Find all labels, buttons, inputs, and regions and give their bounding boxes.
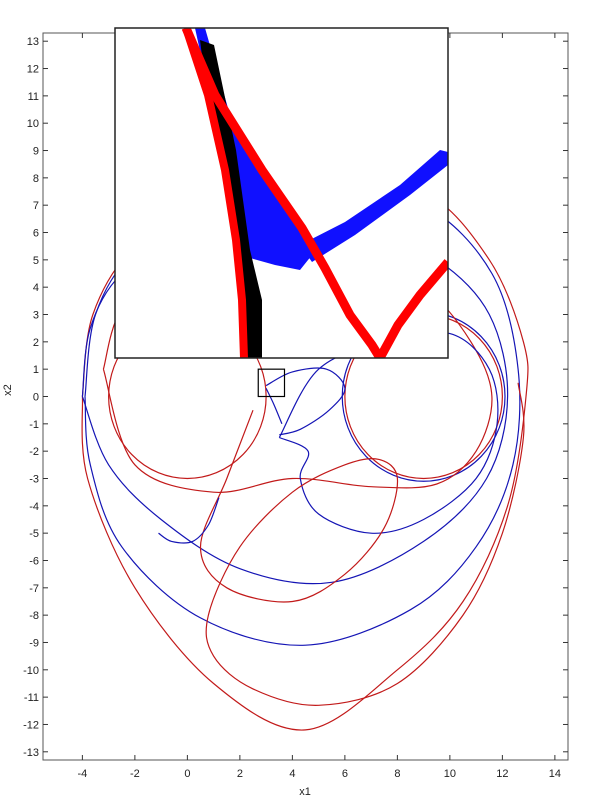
- y-tick-label: 7: [33, 200, 39, 212]
- y-tick-label: 8: [33, 173, 39, 185]
- y-tick-label: 13: [27, 36, 39, 48]
- y-tick-label: -7: [29, 583, 39, 595]
- x-tick-label: 8: [394, 768, 400, 780]
- y-tick-label: -6: [29, 555, 39, 567]
- y-tick-label: 0: [33, 392, 39, 404]
- y-tick-label: -8: [29, 610, 39, 622]
- zoom-inset: [114, 27, 449, 359]
- x-tick-label: 6: [342, 768, 348, 780]
- y-tick-label: 10: [27, 118, 39, 130]
- y-tick-label: 5: [33, 255, 39, 267]
- inset-border: [114, 27, 449, 359]
- y-tick-label: -2: [29, 446, 39, 458]
- y-tick-label: 12: [27, 64, 39, 76]
- y-tick-label: -3: [29, 473, 39, 485]
- x-tick-label: 10: [444, 768, 456, 780]
- y-tick-label: -1: [29, 419, 39, 431]
- y-tick-label: -11: [24, 692, 39, 704]
- x-tick-label: 0: [184, 768, 190, 780]
- y-tick-label: 4: [33, 282, 39, 294]
- x-tick-label: 12: [496, 768, 508, 780]
- inset-red-branch: [376, 259, 448, 358]
- x-tick-label: 2: [237, 768, 243, 780]
- x-tick-label: 4: [289, 768, 295, 780]
- inset-blue-band: [195, 28, 312, 270]
- y-tick-label: -12: [23, 719, 39, 731]
- x-axis-label: x1: [299, 786, 311, 798]
- ticks-layer: -4 -2 0 2 4 6 8 10 12 14131211109876543210-1-2-3-…: [23, 33, 568, 780]
- y-tick-label: 3: [33, 310, 39, 322]
- inset-red-band-outer: [181, 28, 384, 358]
- y-tick-label: 9: [33, 146, 39, 158]
- blue-trajectory-10: [265, 388, 283, 425]
- y-tick-label: 11: [28, 91, 39, 103]
- x-tick-label: -2: [130, 768, 140, 780]
- y-tick-label: -13: [23, 747, 39, 759]
- red-trajectory-8: [199, 382, 525, 706]
- y-tick-label: -5: [29, 528, 39, 540]
- blue-trajectory-11: [158, 497, 220, 544]
- inset-red-band-inner: [182, 28, 248, 358]
- y-tick-label: -10: [23, 665, 39, 677]
- y-tick-label: -4: [29, 501, 39, 513]
- y-tick-label: 6: [33, 228, 39, 240]
- y-axis-label: x2: [2, 384, 14, 396]
- x-tick-label: -4: [77, 768, 87, 780]
- y-tick-label: -9: [29, 637, 39, 649]
- y-tick-label: 2: [33, 337, 39, 349]
- zoom-region-box: [257, 368, 286, 398]
- blue-trajectory-9: [265, 367, 346, 436]
- y-tick-label: 1: [33, 364, 39, 376]
- inset-blue-branch: [300, 150, 448, 262]
- x-tick-label: 14: [549, 768, 561, 780]
